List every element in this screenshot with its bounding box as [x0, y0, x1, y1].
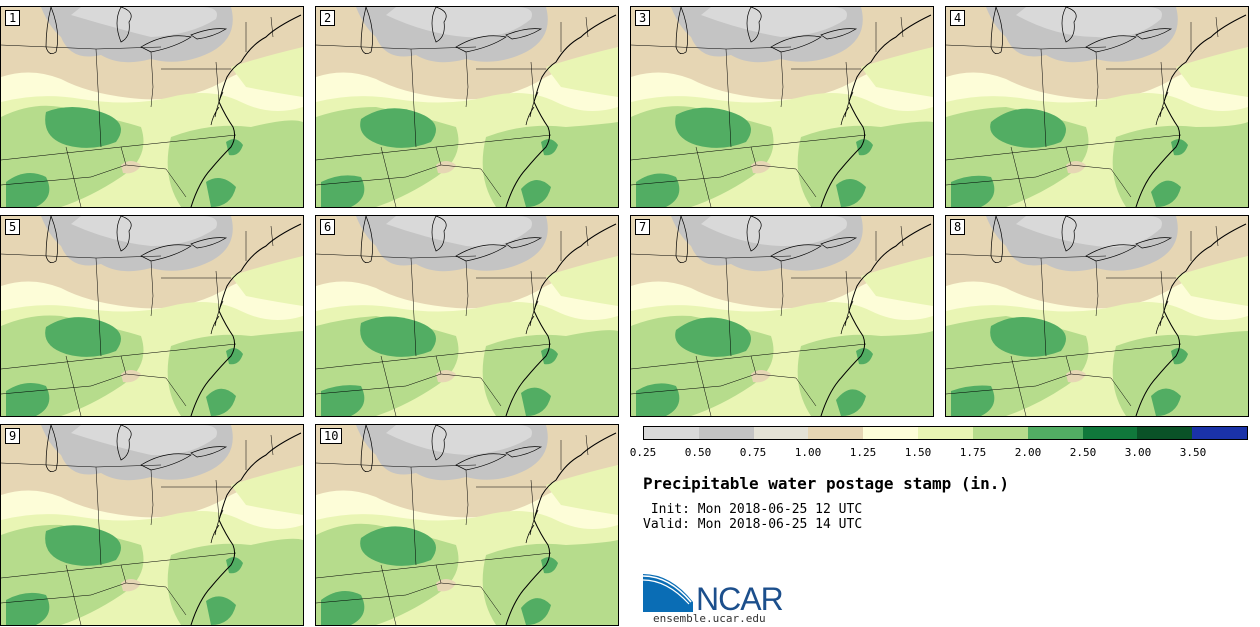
chart-title: Precipitable water postage stamp (in.)	[643, 474, 1010, 493]
stamp-panel: 2	[315, 6, 619, 208]
colorbar-tick-label: 3.50	[1179, 446, 1207, 459]
colorbar-swatch	[644, 427, 699, 439]
precipitable-water-map	[1, 216, 303, 416]
colorbar-swatch	[972, 427, 1028, 439]
colorbar-swatch	[918, 427, 973, 439]
stamp-panel: 10	[315, 424, 619, 626]
member-number-label: 3	[635, 10, 651, 26]
precipitable-water-map	[946, 7, 1248, 207]
stamp-panel: 5	[0, 215, 304, 417]
member-number-label: 5	[5, 219, 21, 235]
colorbar-tick-label: 2.50	[1069, 446, 1097, 459]
stamp-panel: 1	[0, 6, 304, 208]
precipitable-water-map	[316, 425, 618, 625]
colorbar-swatch	[863, 427, 919, 439]
precipitable-water-map	[316, 216, 618, 416]
logo-wordmark: NCAR	[696, 581, 783, 614]
valid-time: Valid: Mon 2018-06-25 14 UTC	[643, 517, 863, 532]
colorbar-tick-label: 0.25	[629, 446, 657, 459]
colorbar-swatch	[1027, 427, 1083, 439]
colorbar-tick-label: 0.50	[684, 446, 712, 459]
init-time: Init: Mon 2018-06-25 12 UTC	[643, 502, 863, 517]
member-number-label: 2	[320, 10, 336, 26]
stamp-panel: 3	[630, 6, 934, 208]
precipitable-water-map	[631, 7, 933, 207]
precipitable-water-map	[1, 425, 303, 625]
colorbar-swatch	[1137, 427, 1193, 439]
precipitable-water-map	[946, 216, 1248, 416]
member-number-label: 10	[320, 428, 343, 444]
colorbar-tick-label: 3.00	[1124, 446, 1152, 459]
member-number-label: 1	[5, 10, 21, 26]
member-number-label: 7	[635, 219, 651, 235]
precipitable-water-map	[631, 216, 933, 416]
colorbar	[643, 426, 1248, 440]
logo-url: ensemble.ucar.edu	[653, 612, 766, 625]
member-number-label: 6	[320, 219, 336, 235]
colorbar-swatch	[1192, 427, 1247, 439]
member-number-label: 4	[950, 10, 966, 26]
colorbar-tick-label: 1.50	[904, 446, 932, 459]
ncar-logo: NCAR	[643, 574, 784, 614]
colorbar-swatch	[698, 427, 754, 439]
colorbar-swatch	[1082, 427, 1138, 439]
colorbar-tick-label: 1.25	[849, 446, 877, 459]
colorbar-swatch	[808, 427, 864, 439]
stamp-panel: 4	[945, 6, 1249, 208]
colorbar-tick-label: 1.75	[959, 446, 987, 459]
colorbar-tick-label: 2.00	[1014, 446, 1042, 459]
stamp-panel: 9	[0, 424, 304, 626]
stamp-panel: 7	[630, 215, 934, 417]
stamp-panel: 8	[945, 215, 1249, 417]
stamp-panel: 6	[315, 215, 619, 417]
precipitable-water-map	[1, 7, 303, 207]
member-number-label: 8	[950, 219, 966, 235]
member-number-label: 9	[5, 428, 21, 444]
colorbar-swatch	[753, 427, 809, 439]
precipitable-water-map	[316, 7, 618, 207]
colorbar-tick-label: 0.75	[739, 446, 767, 459]
colorbar-tick-label: 1.00	[794, 446, 822, 459]
